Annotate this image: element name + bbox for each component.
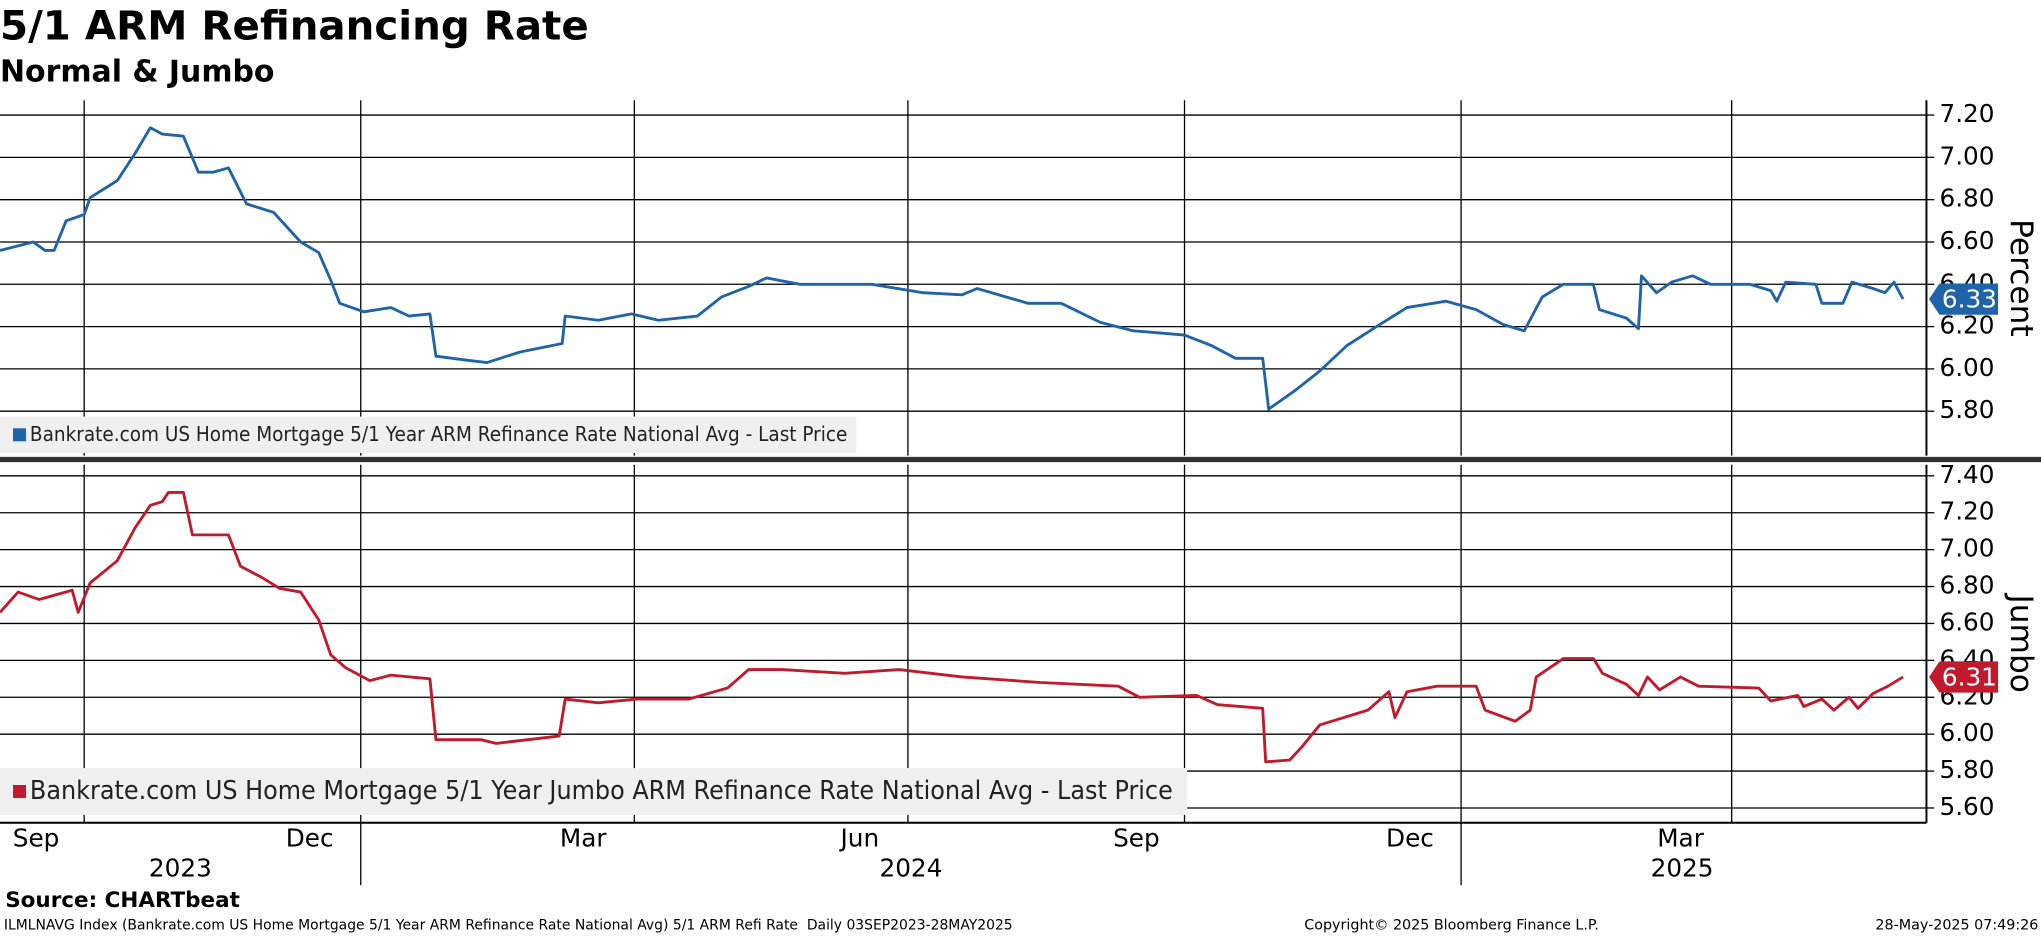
- y-tick-label: 5.60: [1939, 792, 1994, 821]
- last-value-label: 6.31: [1942, 662, 1997, 691]
- x-year-label: 2023: [149, 854, 212, 883]
- x-tick-label: Jun: [839, 824, 880, 853]
- last-value-tag: [1929, 283, 1999, 315]
- footer-copyright: Copyright© 2025 Bloomberg Finance L.P.: [1304, 918, 1599, 934]
- x-tick-label: Mar: [1657, 824, 1704, 853]
- y-tick-label: 5.80: [1939, 395, 1994, 424]
- y-tick-label: 6.80: [1939, 184, 1994, 213]
- legend-box: [0, 768, 1188, 815]
- legend-label: Bankrate.com US Home Mortgage 5/1 Year J…: [30, 776, 1173, 806]
- x-tick-label: Dec: [1386, 824, 1434, 853]
- last-value-tag: [1929, 661, 1999, 693]
- legend-swatch: [13, 784, 27, 799]
- x-tick-label: Sep: [1113, 824, 1160, 853]
- last-value-label: 6.33: [1942, 284, 1997, 313]
- legend-label: Bankrate.com US Home Mortgage 5/1 Year A…: [30, 422, 847, 446]
- y-tick-label: 7.20: [1939, 99, 1994, 128]
- y-axis-title: Percent: [2003, 219, 2039, 337]
- source: Source: CHARTbeat: [5, 888, 240, 913]
- footer-description: ILMLNAVG Index (Bankrate.com US Home Mor…: [4, 918, 1013, 934]
- x-tick-label: Mar: [560, 824, 607, 853]
- y-tick-label: 6.00: [1939, 353, 1994, 382]
- series-line: [0, 490, 1904, 764]
- chart-title: 5/1 ARM Refinancing Rate: [0, 3, 589, 50]
- y-tick-label: 6.80: [1939, 571, 1994, 600]
- legend-swatch: [13, 428, 27, 442]
- chart-subtitle: Normal & Jumbo: [0, 54, 274, 89]
- y-tick-label: 6.60: [1939, 226, 1994, 255]
- x-year-label: 2024: [879, 854, 942, 883]
- y-axis-title: Jumbo: [2003, 593, 2039, 693]
- y-tick-label: 7.20: [1939, 497, 1994, 526]
- x-tick-label: Dec: [286, 824, 334, 853]
- y-tick-label: 6.00: [1939, 718, 1994, 747]
- x-tick-label: Sep: [13, 824, 60, 853]
- y-tick-label: 7.40: [1939, 460, 1994, 489]
- series-line: [0, 126, 1905, 411]
- footer-timestamp: 28-May-2025 07:49:26: [1875, 918, 2038, 934]
- legend-box: [0, 416, 857, 454]
- y-tick-label: 7.00: [1939, 534, 1994, 563]
- x-year-label: 2025: [1651, 854, 1714, 883]
- y-tick-label: 6.60: [1939, 607, 1994, 636]
- y-tick-label: 5.80: [1939, 755, 1994, 784]
- y-tick-label: 6.20: [1939, 311, 1994, 340]
- y-tick-label: 7.00: [1939, 141, 1994, 170]
